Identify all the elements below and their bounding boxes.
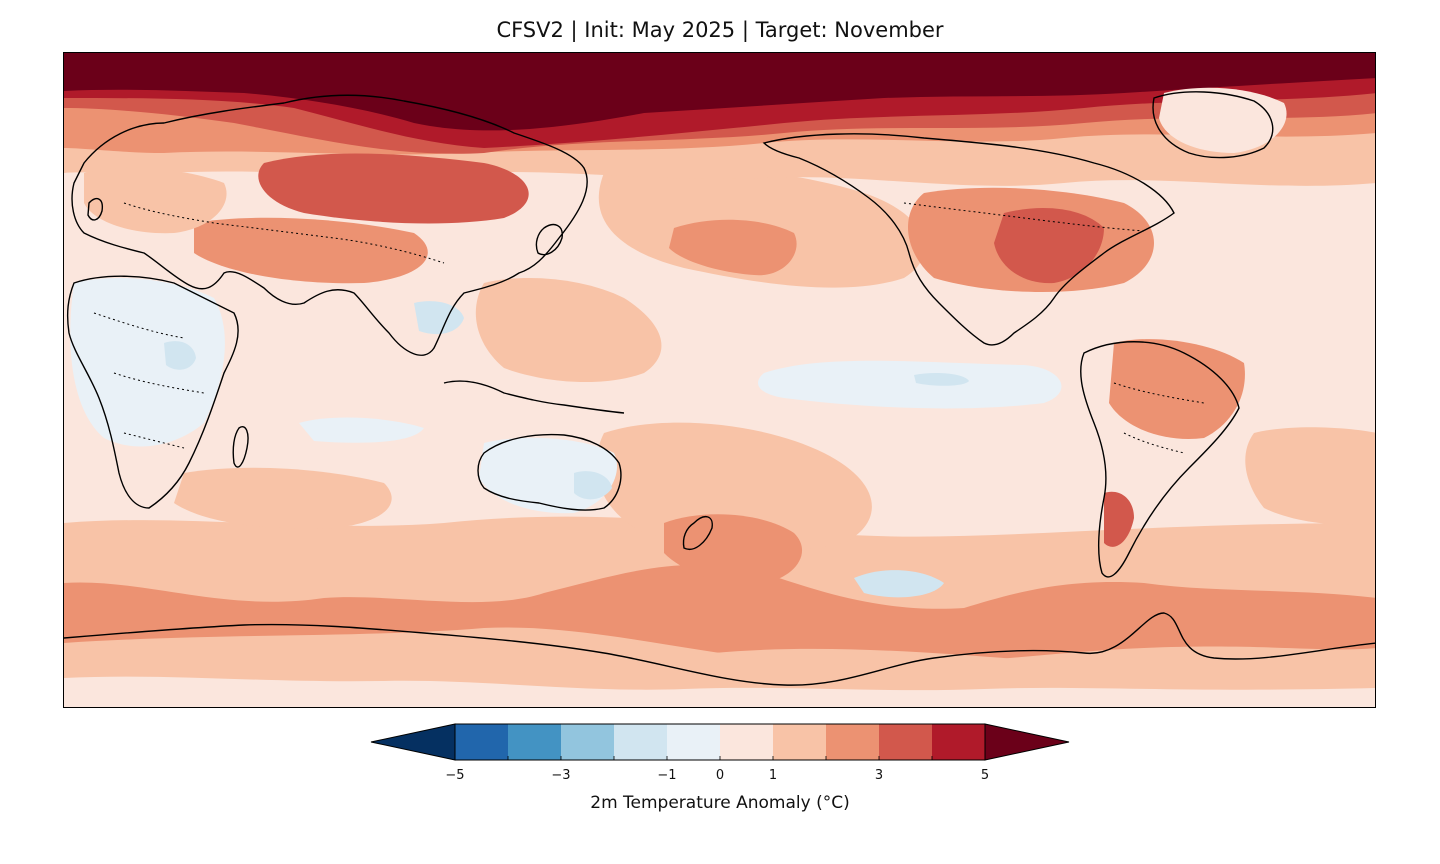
country-borders [93, 202, 1205, 454]
australia-cool-core [574, 471, 612, 500]
arctic-band-max [64, 53, 1375, 131]
anomaly-map [64, 53, 1375, 707]
greenland-light [1159, 87, 1287, 153]
coastline-south-america [1080, 341, 1240, 578]
border-south-america [1113, 382, 1205, 454]
coastline-greenland [1152, 91, 1274, 159]
indian-ocean-warm [174, 467, 392, 529]
coastline-madagascar [232, 426, 249, 468]
colorbar-tick-labels: −5 −3 −1 0 1 3 5 [370, 768, 1070, 788]
colorbar-cell [667, 724, 721, 760]
colorbar-tick-label: 5 [980, 768, 990, 783]
coastline-antarctica [64, 612, 1375, 686]
africa-cool-core [164, 341, 196, 370]
eastern-us-hot [994, 208, 1104, 284]
tropical-west-pacific [475, 278, 662, 383]
coastline-uk [87, 197, 104, 221]
map-frame [63, 52, 1376, 708]
colorbar-cells [455, 724, 986, 760]
coastline-africa [66, 275, 239, 509]
central-asia-warm [194, 217, 428, 284]
coastline-japan [535, 223, 563, 256]
siberia-warm [258, 153, 529, 224]
colorbar-cell [508, 724, 562, 760]
south-america-warm [1109, 339, 1245, 439]
colorbar-cell [455, 724, 509, 760]
coastline-australia [477, 433, 622, 511]
coastline-eurasia [71, 94, 588, 356]
south-pacific-cool [854, 570, 944, 598]
colorbar-tick-label: −3 [551, 768, 571, 783]
east-pacific-cool [758, 360, 1062, 409]
colorbar-cell [826, 724, 880, 760]
south-pacific-warm [596, 422, 872, 551]
border-africa [93, 312, 205, 449]
east-pacific-cool-core [914, 373, 969, 386]
colorbar-tick-label: 0 [715, 768, 725, 783]
colorbar-over-triangle [984, 723, 1070, 761]
colorbar-ticks [454, 756, 986, 760]
colorbar-cell [773, 724, 827, 760]
south-pacific-warm-core [664, 514, 803, 584]
colorbar-tick-label: −1 [657, 768, 677, 783]
africa-cool [70, 278, 225, 447]
coastlines [64, 91, 1375, 686]
antarctica-light [64, 676, 1375, 707]
map-title: CFSV2 | Init: May 2025 | Target: Novembe… [496, 18, 944, 42]
coastline-indonesia [443, 380, 625, 414]
border-north-america [903, 202, 1145, 232]
indian-ocean-cool [299, 417, 424, 443]
coastline-north-america [762, 133, 1175, 346]
colorbar-cell [932, 724, 986, 760]
south-atlantic-warm [1245, 427, 1375, 525]
north-pacific-warm-core [669, 219, 797, 276]
colorbar-label: 2m Temperature Anomaly (°C) [590, 793, 850, 813]
colorbar-cell [561, 724, 615, 760]
colorbar-tick-label: −5 [445, 768, 465, 783]
europe-warm [84, 167, 227, 234]
colorbar-cell [614, 724, 668, 760]
colorbar-tick-label: 3 [874, 768, 884, 783]
colorbar-cell [720, 724, 774, 760]
coastline-new-zealand [682, 516, 713, 550]
colorbar-cell [879, 724, 933, 760]
colorbar [370, 723, 1070, 761]
argentina-warm [1104, 491, 1134, 547]
colorbar-under-triangle [370, 723, 456, 761]
colorbar-tick-label: 1 [768, 768, 778, 783]
